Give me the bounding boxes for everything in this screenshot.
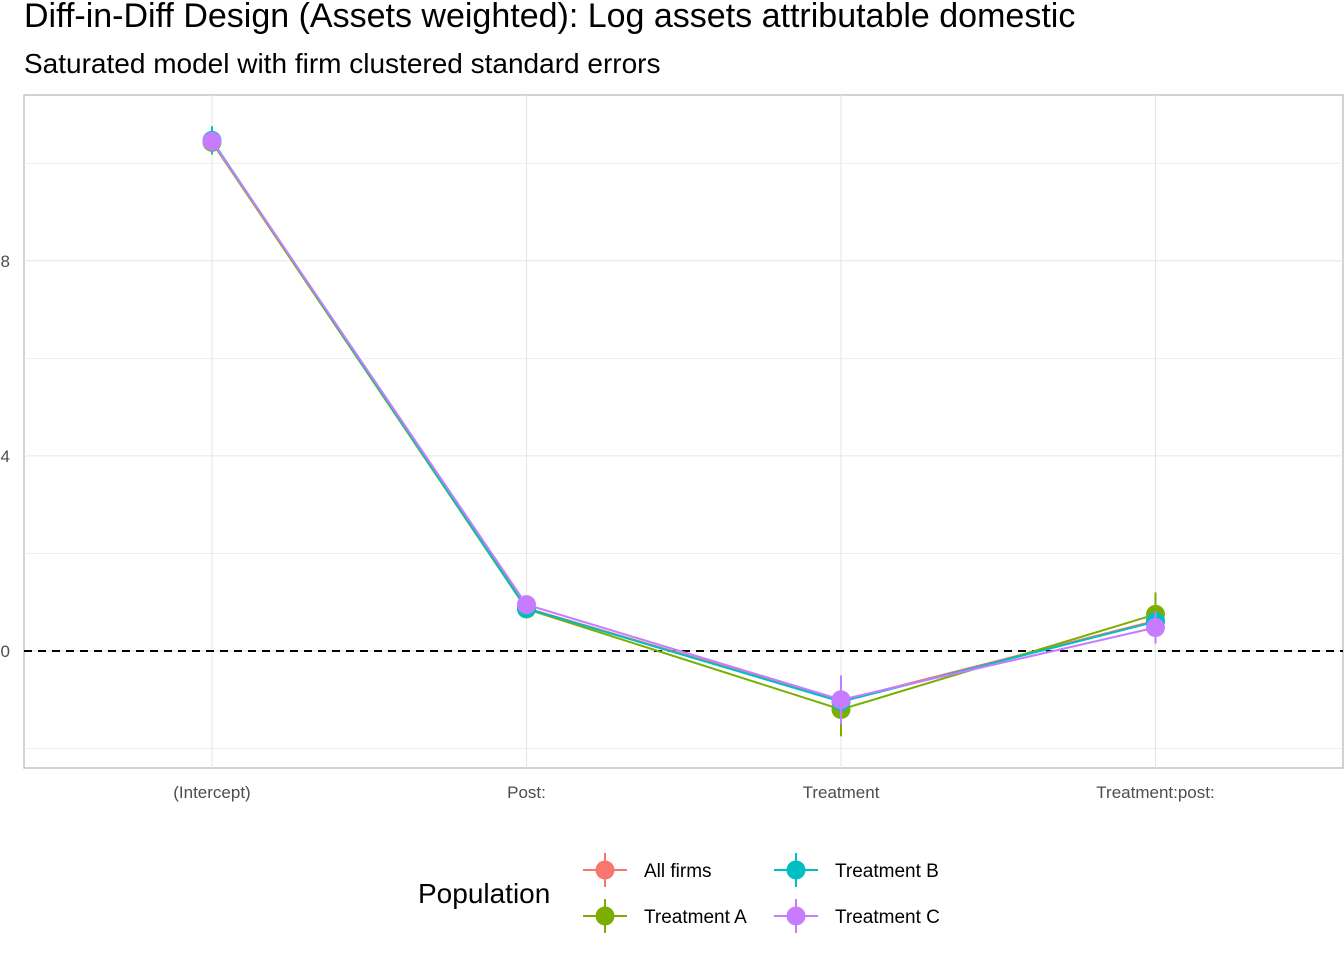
chart-title: Diff-in-Diff Design (Assets weighted): L… [24,0,1076,35]
legend-label: Treatment B [835,861,939,882]
legend-label: Treatment A [644,907,747,928]
series-layer [202,126,1165,737]
legend-item-all-firms: All firms [583,853,712,887]
legend-item-treatment-c: Treatment C [774,899,940,933]
legend-title: Population [418,878,550,909]
legend-label: All firms [644,861,712,882]
legend-label: Treatment C [835,907,940,928]
series-treatment-c [202,131,1165,725]
legend-key-point [786,860,806,880]
data-point [1146,618,1165,638]
y-tick-label: 8 [1,252,10,271]
major-gridlines [24,95,1343,768]
plot-panel [23,94,1344,769]
y-tick-label: 4 [1,447,10,466]
legend: Population All firms Treatment A Treatment… [418,853,940,933]
x-tick-label: Treatment [803,783,880,802]
legend-key-point [786,906,806,926]
minor-gridlines [24,162,1343,749]
data-point [517,595,536,615]
legend-key-point [595,860,615,880]
data-point [202,131,222,151]
x-tick-label: Treatment:post: [1096,783,1214,802]
x-tick-label: Post: [507,783,546,802]
x-tick-label: (Intercept) [173,783,250,802]
x-axis-tick-labels: (Intercept) Post: Treatment Treatment:post: [173,783,1214,802]
y-axis-tick-labels: 0 4 8 [1,252,10,661]
y-tick-label: 0 [1,642,10,661]
legend-item-treatment-b: Treatment B [774,853,939,887]
legend-item-treatment-a: Treatment A [583,899,747,933]
series-line [211,140,1156,701]
data-point [831,690,851,710]
legend-key-point [595,906,615,926]
chart-subtitle: Saturated model with firm clustered stan… [24,48,661,79]
